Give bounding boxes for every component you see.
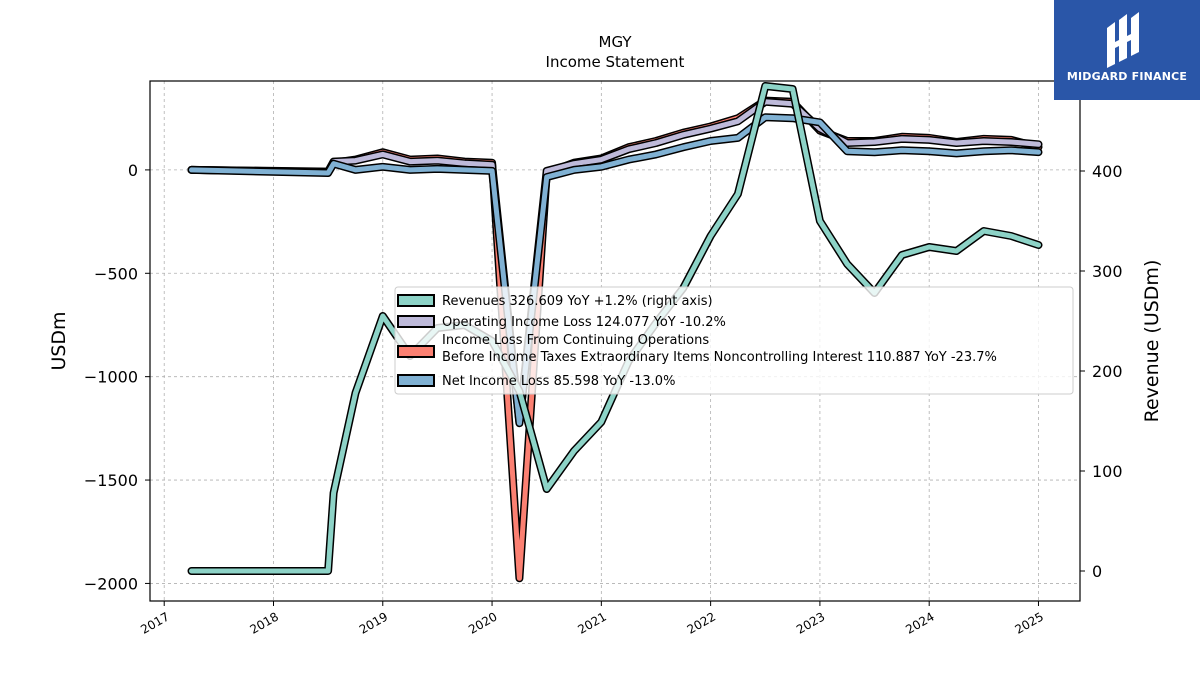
- chart-title: MGY: [599, 33, 633, 51]
- legend-swatch: [397, 294, 435, 307]
- legend-label: Revenues 326.609 YoY +1.2% (right axis): [442, 294, 713, 309]
- y-right-tick-label: 400: [1092, 162, 1123, 181]
- series-line: [189, 114, 1041, 426]
- x-tick-label: 2017: [138, 609, 171, 636]
- chart-subtitle: Income Statement: [546, 53, 685, 71]
- y-right-tick-label: 0: [1092, 562, 1102, 581]
- midgard-finance-logo: MIDGARD FINANCE: [1054, 0, 1200, 100]
- legend-label: Operating Income Loss 124.077 YoY -10.2%: [442, 315, 726, 330]
- midgard-logo-mark-icon: [1107, 12, 1139, 68]
- legend-label: Income Loss From Continuing Operations: [442, 333, 709, 348]
- y-axis-label: USDm: [48, 311, 70, 370]
- y-right-tick-label: 100: [1092, 462, 1123, 481]
- y-tick-label: −1000: [84, 368, 138, 387]
- x-tick-label: 2025: [1013, 609, 1046, 636]
- x-tick-label: 2018: [248, 609, 281, 636]
- y-tick-label: −1500: [84, 471, 138, 490]
- x-tick-label: 2020: [466, 609, 499, 636]
- axes: 0 −500 −1000 −1500 −2000 0 100 200 300 400 2017 201…: [84, 161, 1123, 637]
- y-right-tick-label: 200: [1092, 362, 1123, 381]
- series-line: [189, 99, 1041, 425]
- series-lines: [187, 82, 1043, 583]
- x-tick-label: 2019: [357, 609, 390, 636]
- x-tick-label: 2022: [685, 609, 718, 636]
- y-axis-label-right: Revenue (USDm): [1141, 260, 1163, 423]
- logo-text: MIDGARD FINANCE: [1066, 70, 1188, 83]
- y-tick-label: −2000: [84, 574, 138, 593]
- x-tick-label: 2023: [794, 609, 827, 636]
- x-tick-label: 2021: [575, 609, 608, 636]
- legend-label: Net Income Loss 85.598 YoY -13.0%: [442, 374, 675, 389]
- legend-box: [394, 286, 1074, 395]
- legend-swatch: [397, 315, 435, 328]
- legend: Revenues 326.609 YoY +1.2% (right axis) O…: [394, 286, 1074, 395]
- y-tick-label: −500: [94, 264, 138, 283]
- x-tick-label: 2024: [903, 609, 936, 636]
- legend-swatch: [397, 345, 435, 358]
- plot-frame: [149, 80, 1081, 602]
- legend-label: Before Income Taxes Extraordinary Items …: [442, 350, 997, 365]
- y-right-tick-label: 300: [1092, 262, 1123, 281]
- legend-swatch: [397, 374, 435, 387]
- y-tick-label: 0: [128, 161, 138, 180]
